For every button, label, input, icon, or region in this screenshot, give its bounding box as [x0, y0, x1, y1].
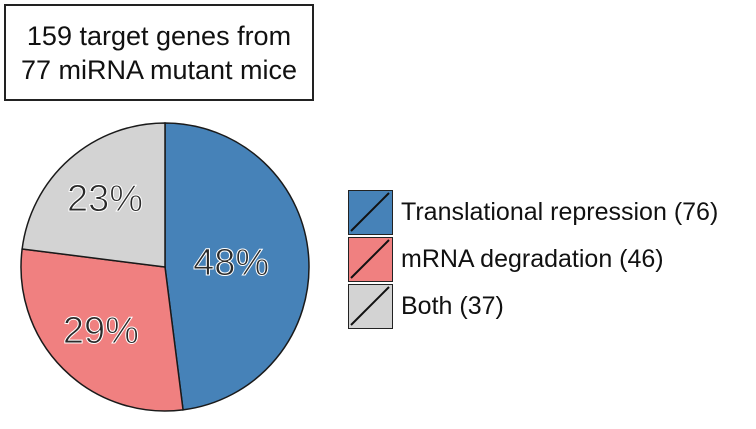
- legend-swatch-mrna-degradation: [348, 237, 393, 282]
- legend-swatch-translational-repression: [348, 190, 393, 235]
- chart-title-box: 159 target genes from 77 miRNA mutant mi…: [4, 4, 314, 101]
- swatch-diagonal-icon: [350, 286, 390, 326]
- pie-slice-label-mrna-degradation: 29%: [63, 310, 139, 352]
- pie-slice-label-translational-repression: 48%: [193, 242, 269, 284]
- pie-slice-both: [21, 122, 166, 268]
- legend-item-mrna-degradation: mRNA degradation (46): [348, 236, 718, 283]
- pie-slice-label-both: 23%: [67, 178, 143, 220]
- swatch-diagonal-icon: [350, 192, 390, 232]
- legend-item-both: Both (37): [348, 283, 718, 330]
- legend-swatch-both: [348, 284, 393, 329]
- legend: Translational repression (76) mRNA degra…: [348, 189, 718, 330]
- legend-label-translational-repression: Translational repression (76): [401, 198, 719, 226]
- legend-item-translational-repression: Translational repression (76): [348, 189, 718, 236]
- swatch-diagonal-icon: [350, 239, 390, 279]
- chart-title-line-2: 77 miRNA mutant mice: [20, 54, 298, 85]
- pie-slice-translational-repression: [164, 122, 310, 411]
- pie-slice-mrna-degradation: [20, 248, 184, 412]
- legend-label-both: Both (37): [401, 292, 504, 320]
- legend-label-mrna-degradation: mRNA degradation (46): [401, 245, 664, 273]
- chart-title-line-1: 159 target genes from: [26, 20, 292, 51]
